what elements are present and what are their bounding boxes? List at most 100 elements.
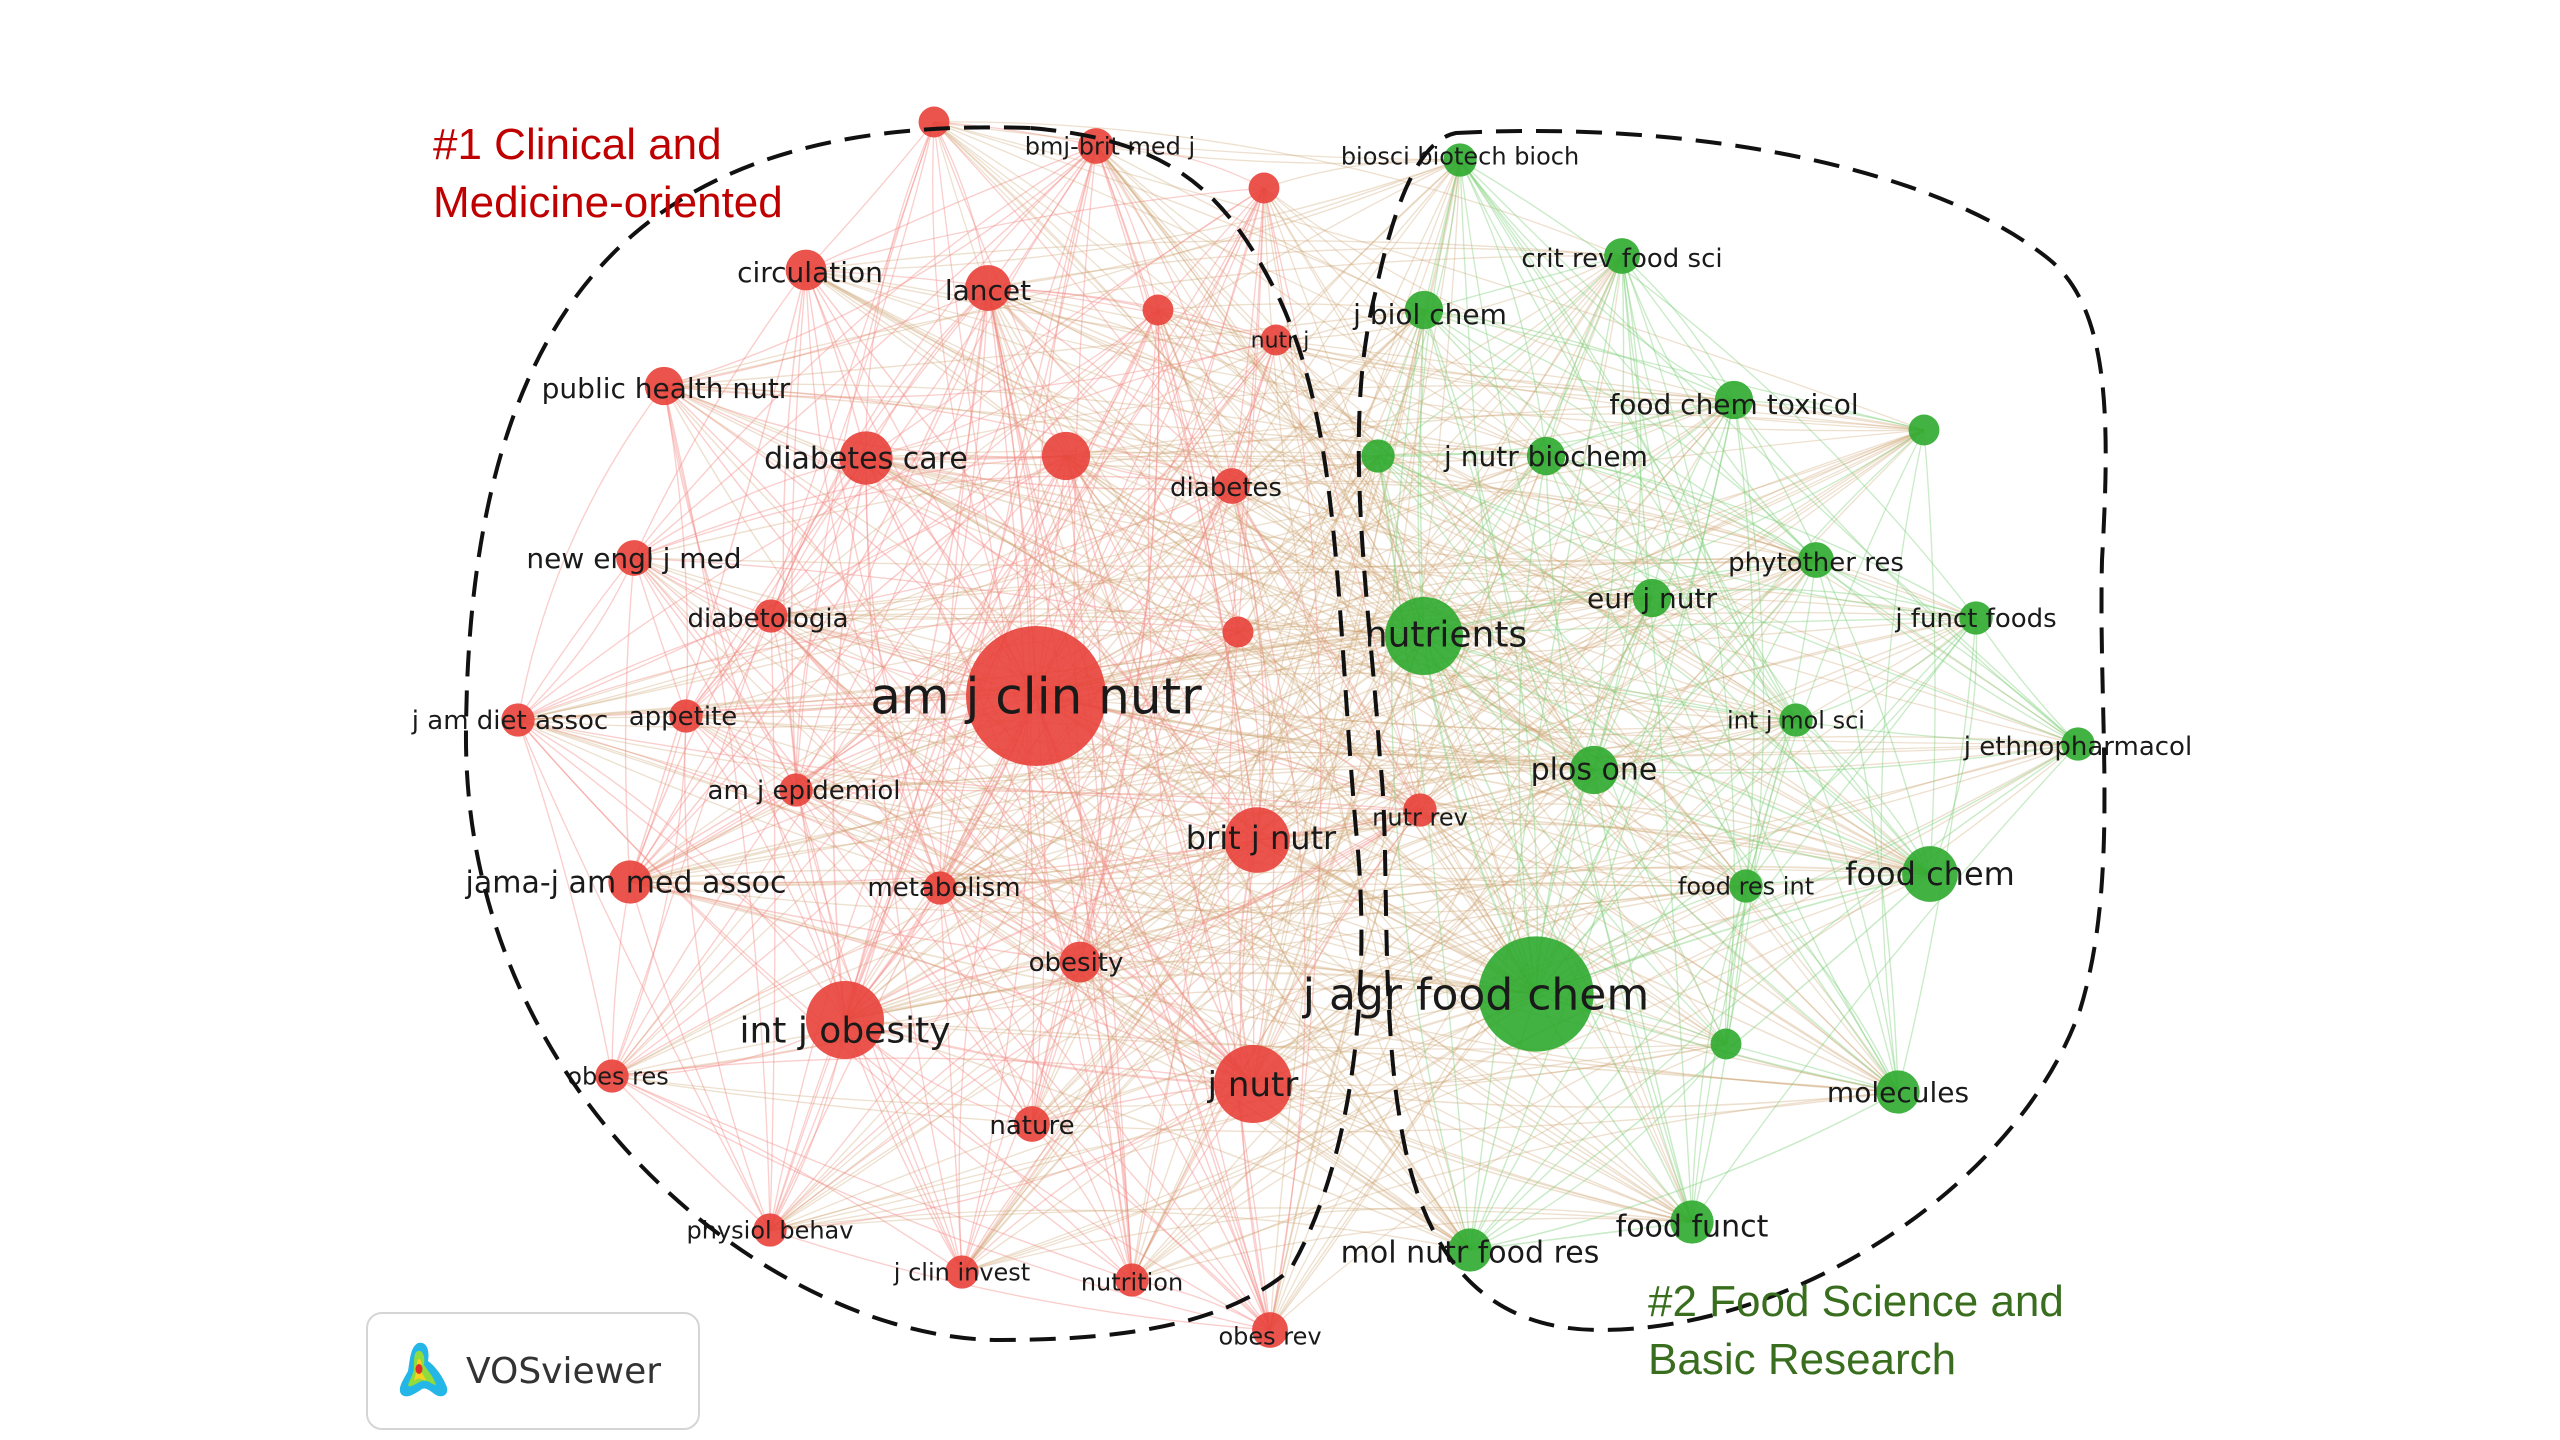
network-edge xyxy=(987,287,1931,875)
network-edge xyxy=(629,617,1977,887)
network-node[interactable] xyxy=(1798,542,1834,578)
network-node[interactable] xyxy=(1710,1028,1742,1060)
network-node[interactable] xyxy=(839,431,893,485)
network-node[interactable] xyxy=(1403,793,1437,827)
network-edge xyxy=(663,385,963,1273)
node-label: new engl j med xyxy=(526,542,741,575)
network-edge xyxy=(770,615,1081,963)
network-edge xyxy=(844,309,1425,1021)
network-node[interactable] xyxy=(644,366,684,406)
network-node[interactable] xyxy=(1779,703,1813,737)
network-node[interactable] xyxy=(806,981,884,1059)
network-node[interactable] xyxy=(1714,380,1754,420)
network-edge xyxy=(1035,429,1925,697)
network-edge xyxy=(769,743,2079,1231)
network-node[interactable] xyxy=(1214,468,1250,504)
network-node[interactable] xyxy=(616,540,652,576)
network-node[interactable] xyxy=(779,773,813,807)
network-edge xyxy=(1095,145,1233,487)
network-node[interactable] xyxy=(608,860,652,904)
network-node[interactable] xyxy=(1041,431,1091,481)
network-edge xyxy=(987,287,1595,771)
network-edge xyxy=(770,613,1425,637)
network-node[interactable] xyxy=(1224,807,1290,873)
network-node[interactable] xyxy=(1526,436,1566,476)
network-edge xyxy=(1593,255,1642,771)
network-edge xyxy=(770,159,1461,617)
network-node[interactable] xyxy=(754,599,788,633)
network-edge xyxy=(933,121,1461,161)
network-edge xyxy=(1252,743,2079,1085)
network-node[interactable] xyxy=(1404,290,1444,330)
node-label: phytother res xyxy=(1728,548,1904,578)
network-edge xyxy=(1593,399,1735,771)
network-edge xyxy=(987,287,1547,457)
network-edge xyxy=(1079,961,1133,1281)
network-edge xyxy=(1419,559,1817,811)
network-edge xyxy=(629,559,1817,883)
network-node[interactable] xyxy=(1632,578,1672,618)
network-node[interactable] xyxy=(1569,745,1619,795)
network-node[interactable] xyxy=(1014,1106,1050,1142)
network-node[interactable] xyxy=(1222,616,1254,648)
network-node[interactable] xyxy=(595,1059,629,1093)
network-edge xyxy=(1269,1043,1727,1331)
network-node[interactable] xyxy=(1142,294,1174,326)
node-label: diabetes care xyxy=(764,442,968,477)
node-label: nutrition xyxy=(1081,1268,1183,1296)
network-node[interactable] xyxy=(1248,172,1280,204)
network-node[interactable] xyxy=(1908,414,1940,446)
network-edge xyxy=(769,1207,1693,1231)
network-node[interactable] xyxy=(965,265,1011,311)
network-node[interactable] xyxy=(1059,941,1101,983)
network-edge xyxy=(1545,455,1747,887)
network-node[interactable] xyxy=(753,1213,787,1247)
network-edge xyxy=(987,159,1461,289)
network-edge xyxy=(1095,145,1159,311)
network-node[interactable] xyxy=(918,106,950,138)
network-edge xyxy=(1459,159,1797,721)
network-node[interactable] xyxy=(1448,1228,1492,1272)
network-node[interactable] xyxy=(1478,936,1594,1052)
network-edge xyxy=(1079,961,1693,1223)
network-edge xyxy=(633,557,797,791)
network-edge xyxy=(685,715,1931,875)
network-node[interactable] xyxy=(1385,597,1463,675)
network-node[interactable] xyxy=(1252,1312,1288,1348)
network-edge xyxy=(1545,455,1693,1223)
network-node[interactable] xyxy=(923,871,957,905)
network-node[interactable] xyxy=(1260,324,1292,356)
network-edge xyxy=(795,789,941,889)
network-edge xyxy=(795,789,1421,811)
network-edge xyxy=(1651,588,1977,619)
network-edge xyxy=(770,558,1817,617)
network-node[interactable] xyxy=(1876,1070,1920,1114)
network-edge xyxy=(1131,159,1461,1281)
network-edge xyxy=(865,457,1233,490)
network-edge xyxy=(1095,145,1258,841)
network-edge xyxy=(517,719,1421,811)
network-node[interactable] xyxy=(501,703,535,737)
network-node[interactable] xyxy=(1604,238,1640,274)
network-edge xyxy=(795,789,1471,1251)
network-node[interactable] xyxy=(1361,439,1395,473)
network-node[interactable] xyxy=(669,699,703,733)
network-edge xyxy=(844,1018,1254,1086)
network-node[interactable] xyxy=(1729,869,1763,903)
network-node[interactable] xyxy=(1670,1200,1714,1244)
node-label: obes rev xyxy=(1218,1322,1321,1350)
network-edge xyxy=(769,993,1537,1231)
network-node[interactable] xyxy=(785,249,827,291)
network-node[interactable] xyxy=(1959,601,1993,635)
network-edge xyxy=(1035,558,1817,697)
network-edge xyxy=(865,455,1379,459)
network-node[interactable] xyxy=(1214,1045,1292,1123)
network-node[interactable] xyxy=(945,1255,979,1289)
network-node[interactable] xyxy=(1443,143,1477,177)
network-node[interactable] xyxy=(2061,727,2095,761)
network-node[interactable] xyxy=(1902,846,1958,902)
network-node[interactable] xyxy=(966,626,1106,766)
network-node[interactable] xyxy=(1115,1263,1149,1297)
network-edge xyxy=(1079,809,1421,963)
network-edge xyxy=(1131,635,1425,1281)
